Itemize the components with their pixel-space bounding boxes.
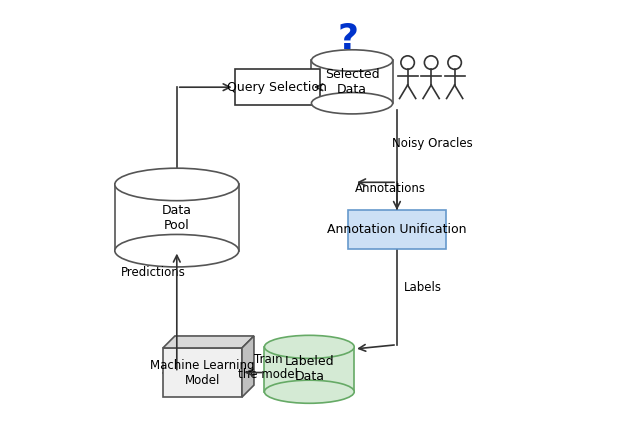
Ellipse shape <box>115 168 239 200</box>
Text: Labels: Labels <box>404 281 442 294</box>
Ellipse shape <box>264 380 354 403</box>
Polygon shape <box>264 347 354 392</box>
Text: Selected
Data: Selected Data <box>324 68 380 96</box>
Text: ?: ? <box>337 22 358 56</box>
Text: Annotation Unification: Annotation Unification <box>327 223 467 236</box>
Polygon shape <box>163 336 254 348</box>
Polygon shape <box>312 61 393 103</box>
Ellipse shape <box>312 93 393 114</box>
Text: Annotations: Annotations <box>355 182 426 195</box>
Polygon shape <box>163 348 242 397</box>
Ellipse shape <box>264 335 354 359</box>
Polygon shape <box>115 184 239 251</box>
Bar <box>234 69 320 105</box>
Bar <box>348 210 446 249</box>
Text: Noisy Oracles: Noisy Oracles <box>392 137 473 150</box>
Text: Data
Pool: Data Pool <box>162 204 192 232</box>
Text: Machine Learning
Model: Machine Learning Model <box>150 359 255 387</box>
Text: Predictions: Predictions <box>121 265 186 278</box>
Text: Query Selection: Query Selection <box>227 81 327 94</box>
Ellipse shape <box>115 234 239 267</box>
Ellipse shape <box>312 50 393 71</box>
Text: Train
the model: Train the model <box>238 353 298 381</box>
Text: Labeled
Data: Labeled Data <box>285 355 334 383</box>
Polygon shape <box>242 336 254 397</box>
